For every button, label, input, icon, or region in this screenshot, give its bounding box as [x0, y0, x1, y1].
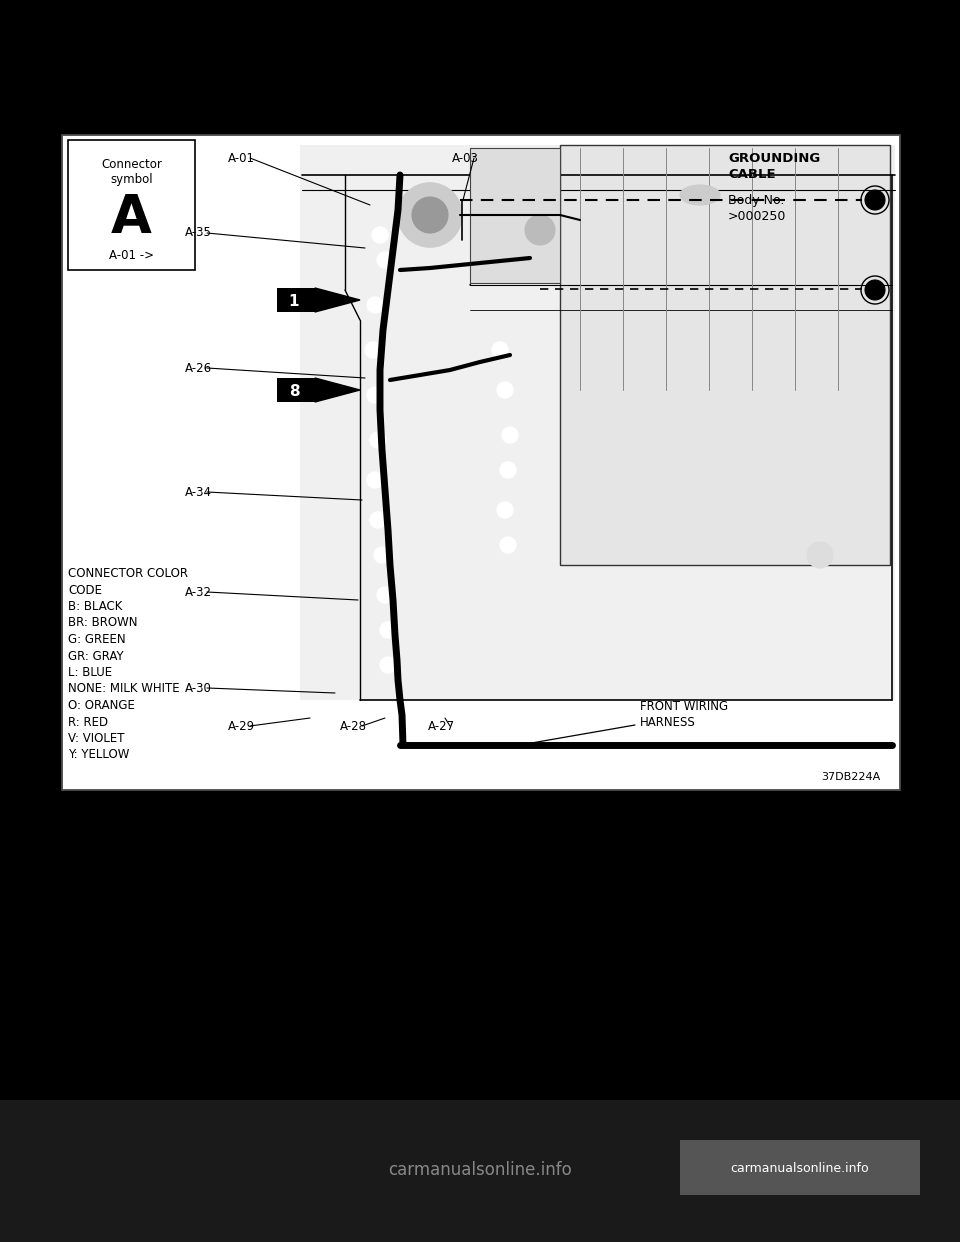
- Circle shape: [525, 215, 555, 245]
- Circle shape: [492, 342, 508, 358]
- Bar: [793, 29, 952, 68]
- Circle shape: [374, 546, 390, 563]
- Bar: [0, 1100, 960, 1242]
- Text: 37DB224A: 37DB224A: [821, 773, 880, 782]
- Text: A-01 ->: A-01 ->: [109, 248, 154, 262]
- Text: carmanualsonline.info: carmanualsonline.info: [388, 1161, 572, 1179]
- Circle shape: [367, 388, 383, 402]
- Circle shape: [372, 227, 388, 243]
- Circle shape: [367, 297, 383, 313]
- Circle shape: [807, 542, 833, 568]
- Text: A-28: A-28: [340, 719, 367, 733]
- Circle shape: [370, 432, 386, 448]
- Text: Body No.
>000250: Body No. >000250: [728, 194, 786, 224]
- Bar: [68, 140, 195, 270]
- Text: FRONT WIRING
HARNESS: FRONT WIRING HARNESS: [640, 700, 728, 729]
- Circle shape: [488, 233, 532, 277]
- Circle shape: [398, 183, 462, 247]
- Text: 1: 1: [289, 293, 300, 308]
- Circle shape: [497, 502, 513, 518]
- Bar: [900, 135, 960, 790]
- Text: CONNECTOR COLOR
CODE
B: BLACK
BR: BROWN
G: GREEN
GR: GRAY
L: BLUE
NONE: MILK WHI: CONNECTOR COLOR CODE B: BLACK BR: BROWN …: [68, 568, 188, 761]
- Circle shape: [365, 342, 381, 358]
- Text: GROUNDING
CABLE: GROUNDING CABLE: [728, 152, 820, 181]
- Bar: [560, 145, 890, 565]
- Bar: [0, 0, 960, 135]
- Circle shape: [377, 252, 393, 268]
- Ellipse shape: [680, 185, 720, 205]
- Text: A-01: A-01: [228, 152, 255, 164]
- Text: 8: 8: [289, 384, 300, 399]
- Circle shape: [412, 197, 448, 233]
- Text: A-26: A-26: [185, 361, 212, 375]
- Bar: [62, 135, 900, 790]
- Circle shape: [500, 462, 516, 478]
- Circle shape: [502, 427, 518, 443]
- Text: A-30: A-30: [185, 682, 212, 694]
- Circle shape: [380, 657, 396, 673]
- Bar: [0, 790, 960, 1100]
- Text: A: A: [111, 193, 152, 243]
- Text: A-35: A-35: [185, 226, 212, 240]
- Bar: [680, 1140, 920, 1195]
- Polygon shape: [315, 288, 360, 312]
- Circle shape: [370, 512, 386, 528]
- Bar: [0, 135, 62, 790]
- Bar: [277, 288, 315, 312]
- Text: A-34: A-34: [185, 486, 212, 498]
- Text: A-03: A-03: [452, 152, 479, 164]
- Bar: [277, 378, 315, 402]
- Circle shape: [500, 537, 516, 553]
- Circle shape: [865, 279, 885, 301]
- Text: A-32: A-32: [185, 585, 212, 599]
- Circle shape: [377, 587, 393, 604]
- Circle shape: [497, 383, 513, 397]
- Circle shape: [865, 190, 885, 210]
- Bar: [470, 148, 560, 283]
- Bar: [62, 135, 900, 790]
- Text: Connector
symbol: Connector symbol: [101, 158, 162, 186]
- Text: A-29: A-29: [228, 719, 255, 733]
- Circle shape: [367, 472, 383, 488]
- Circle shape: [380, 622, 396, 638]
- Text: 80-4: 80-4: [838, 34, 907, 62]
- Polygon shape: [315, 378, 360, 402]
- Text: A-27: A-27: [428, 719, 455, 733]
- Bar: [300, 145, 895, 700]
- Text: carmanualsonline.info: carmanualsonline.info: [731, 1161, 870, 1175]
